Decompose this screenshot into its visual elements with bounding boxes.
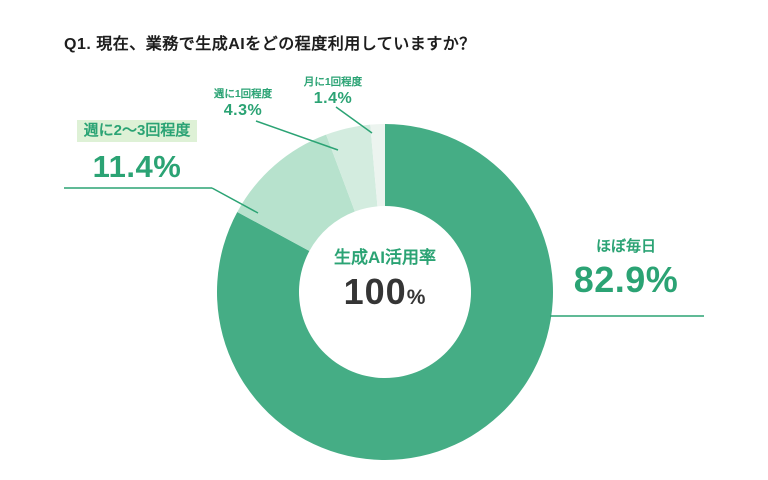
label-weekly1-value: 4.3% [198,102,288,120]
label-daily-value: 82.9% [546,259,706,300]
label-weekly1-name: 週に1回程度 [213,88,273,100]
label-daily-unit: % [645,259,679,300]
label-weekly23: 週に2〜3回程度 11.4% [60,120,214,185]
chart-title: Q1. 現在、業務で生成AIをどの程度利用していますか？ [64,36,476,53]
donut-chart [216,124,553,460]
center-value: 100% [285,272,485,312]
label-weekly1: 週に1回程度 4.3% [198,88,288,120]
center-value-number: 100 [343,271,407,312]
label-monthly1-name: 月に1回程度 [303,76,363,88]
label-weekly23-unit: % [153,149,182,184]
label-weekly23-value: 11.4% [60,149,214,185]
label-daily-name: ほぼ毎日 [595,238,656,255]
donut-segment-3 [370,124,385,207]
label-weekly23-name: 週に2〜3回程度 [76,120,198,142]
center-value-unit: % [406,286,427,309]
label-monthly1-value: 1.4% [288,90,378,108]
label-weekly23-number: 11.4 [92,149,154,184]
donut-center: 生成AI活用率 100% [285,243,485,312]
label-weekly1-unit: % [247,101,263,119]
label-monthly1: 月に1回程度 1.4% [288,76,378,108]
donut-segment-2 [326,124,378,212]
label-monthly1-number: 1.4 [313,89,338,107]
label-daily-number: 82.9 [573,259,646,300]
label-monthly1-unit: % [337,89,353,107]
donut-segment-1 [237,134,355,252]
donut-segment-0 [216,124,553,460]
center-label: 生成AI活用率 [334,248,436,267]
label-daily: ほぼ毎日 82.9% [546,238,706,300]
label-weekly23-name-wrap: 週に2〜3回程度 [60,120,214,142]
label-weekly1-number: 4.3 [223,101,248,119]
